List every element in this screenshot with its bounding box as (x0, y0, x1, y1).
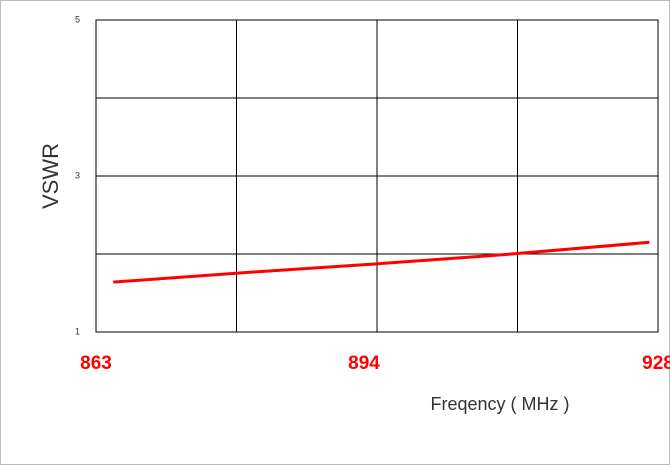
y-axis-label: VSWR (38, 143, 63, 209)
x-tick-label: 894 (348, 353, 380, 374)
y-tick-label: 1 (75, 326, 80, 336)
y-tick-label: 5 (75, 14, 80, 24)
x-axis-label: Freqency ( MHz ) (430, 394, 569, 414)
line-series (113, 240, 650, 284)
y-tick-label: 3 (75, 170, 80, 180)
x-tick-label: 928 (642, 353, 670, 374)
x-tick-label: 863 (80, 353, 112, 374)
